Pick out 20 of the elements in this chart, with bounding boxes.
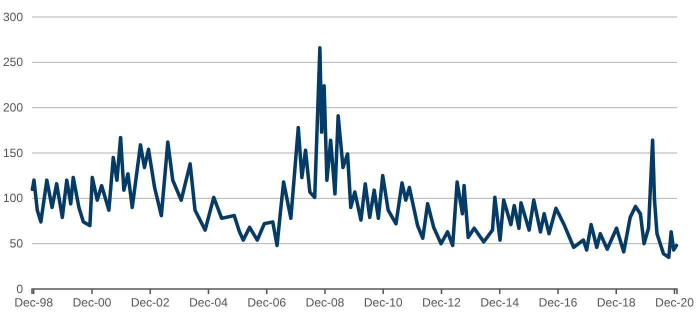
x-tick-label: Dec-00 xyxy=(72,296,112,310)
x-tick-label: Dec-20 xyxy=(655,296,694,310)
x-tick-label: Dec-02 xyxy=(130,296,170,310)
y-tick-label: 300 xyxy=(2,10,24,24)
line-series xyxy=(30,46,678,260)
y-tick-label: 50 xyxy=(10,236,24,251)
x-tick-label: Dec-06 xyxy=(247,296,286,310)
x-tick-label: Dec-18 xyxy=(596,296,636,310)
x-tick-label: Dec-14 xyxy=(480,296,520,310)
y-tick-label: 0 xyxy=(16,282,24,296)
y-tick-label: 100 xyxy=(2,191,24,206)
y-tick-label: 200 xyxy=(2,100,24,115)
x-tick-label: Dec-12 xyxy=(422,296,462,310)
x-tick-label: Dec-16 xyxy=(538,296,578,310)
x-tick-label: Dec-10 xyxy=(364,296,403,310)
x-tick-label: Dec-04 xyxy=(189,296,228,310)
x-tick-label: Dec-98 xyxy=(14,296,54,310)
y-tick-label: 250 xyxy=(2,55,24,70)
x-tick-label: Dec-08 xyxy=(306,296,345,310)
y-tick-label: 150 xyxy=(2,146,24,160)
